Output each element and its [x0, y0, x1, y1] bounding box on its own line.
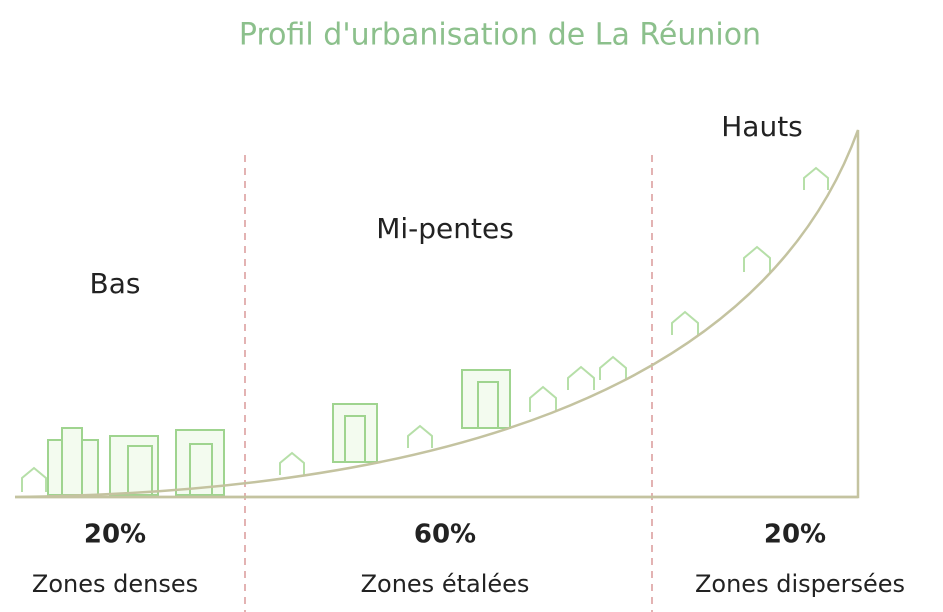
zone-name: Mi-pentes: [376, 212, 514, 245]
zone-description: Zones étalées: [361, 570, 530, 598]
zone-name: Hauts: [721, 110, 803, 143]
buildings: [47, 369, 511, 496]
zone-share: 20%: [764, 520, 826, 550]
houses: [21, 166, 829, 492]
zone-share: 60%: [414, 520, 476, 550]
zone-share: 20%: [84, 520, 146, 550]
zone-description: Zones dispersées: [695, 570, 905, 598]
zone-name: Bas: [90, 267, 141, 300]
terrain-curve: [14, 129, 860, 499]
title: Profil d'urbanisation de La Réunion: [239, 18, 761, 53]
zone-description: Zones denses: [32, 570, 198, 598]
